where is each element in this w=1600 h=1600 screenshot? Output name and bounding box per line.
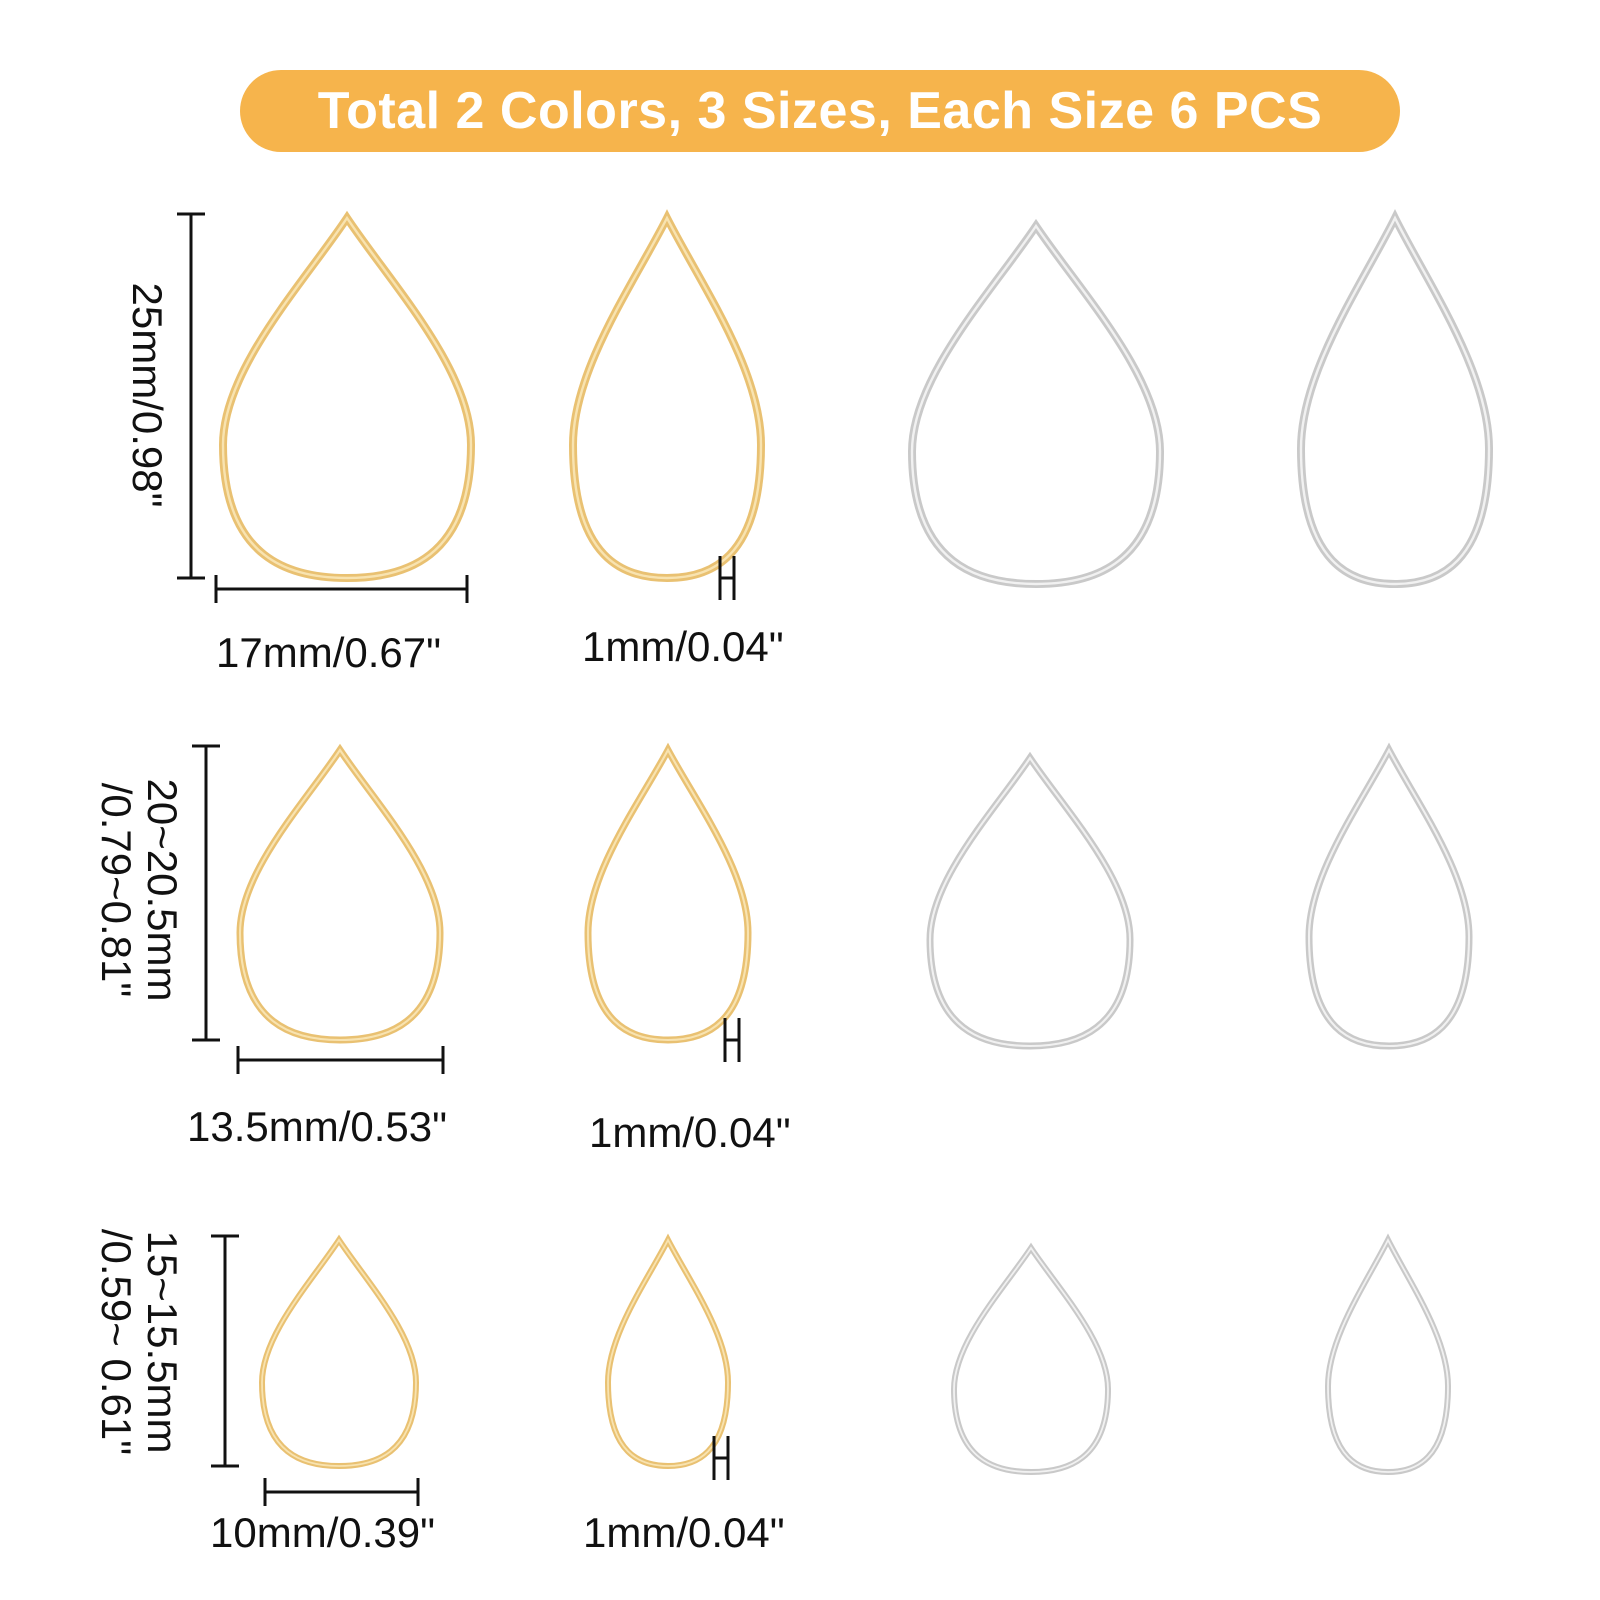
drop-large-gold-front <box>218 210 476 583</box>
height-label-large-text: 25mm/0.98" <box>124 282 171 508</box>
drop-medium-gold-angled <box>584 742 752 1044</box>
drop-large-gold-angled-ring <box>568 209 766 583</box>
drop-large-silver-angled <box>1296 209 1494 589</box>
drop-small-gold-front-highlight <box>261 1238 417 1467</box>
drop-large-silver-front-ring <box>907 218 1165 589</box>
thickness-label-large: 1mm/0.04" <box>582 623 784 670</box>
drop-small-gold-angled-highlight <box>607 1238 729 1467</box>
width-label-small: 10mm/0.39" <box>210 1509 436 1556</box>
drop-medium-gold-front <box>236 743 444 1044</box>
thickness-label-small: 1mm/0.04" <box>583 1509 785 1556</box>
height-label-small-line2: /0.59~ 0.61" <box>92 1228 140 1456</box>
drop-large-gold-angled <box>568 209 766 583</box>
drop-small-silver-angled-ring <box>1324 1233 1452 1476</box>
drop-small-silver-front-ring <box>950 1242 1112 1476</box>
drop-large-gold-angled-highlight <box>571 215 763 580</box>
banner: Total 2 Colors, 3 Sizes, Each Size 6 PCS <box>240 70 1400 152</box>
drop-small-gold-angled <box>604 1233 732 1470</box>
height-label-large: 25mm/0.98" <box>110 195 171 595</box>
drop-medium-gold-front-highlight <box>238 748 442 1042</box>
drop-small-silver-front-highlight <box>953 1246 1109 1473</box>
drop-small-silver-angled <box>1324 1233 1452 1476</box>
thickness-label-medium: 1mm/0.04" <box>589 1109 791 1156</box>
height-label-medium-line2: /0.79~0.81" <box>92 782 140 998</box>
drop-large-silver-front <box>907 218 1165 589</box>
drop-large-silver-front-highlight <box>910 223 1162 586</box>
drop-large-gold-front-ring <box>218 210 476 583</box>
height-label-small: 15~15.5mm /0.59~ 0.61" <box>85 1192 186 1492</box>
height-label-small-line1: 15~15.5mm <box>139 1230 186 1454</box>
drop-small-silver-front <box>950 1242 1112 1476</box>
drop-small-gold-angled-ring <box>604 1233 732 1470</box>
drop-large-silver-angled-ring <box>1296 209 1494 589</box>
drop-medium-silver-angled-ring <box>1305 742 1473 1050</box>
drop-small-gold-front-ring <box>258 1234 420 1470</box>
drop-small-silver-angled-highlight <box>1327 1237 1449 1473</box>
banner-text: Total 2 Colors, 3 Sizes, Each Size 6 PCS <box>317 82 1323 140</box>
drop-medium-silver-front <box>926 751 1134 1050</box>
height-label-medium-line1: 20~20.5mm <box>139 778 186 1002</box>
height-label-medium: 20~20.5mm /0.79~0.81" <box>85 740 186 1040</box>
drop-medium-silver-front-ring <box>926 751 1134 1050</box>
drop-medium-silver-front-highlight <box>928 756 1132 1048</box>
drop-large-gold-front-highlight <box>221 215 473 580</box>
drop-medium-gold-front-ring <box>236 743 444 1044</box>
drop-medium-gold-angled-highlight <box>586 747 750 1042</box>
width-label-medium: 13.5mm/0.53" <box>187 1103 448 1150</box>
drop-large-silver-angled-highlight <box>1299 215 1491 586</box>
drop-medium-gold-angled-ring <box>584 742 752 1044</box>
width-label-large: 17mm/0.67" <box>216 629 442 676</box>
drop-small-gold-front <box>258 1234 420 1470</box>
drop-medium-silver-angled <box>1305 742 1473 1050</box>
drop-medium-silver-angled-highlight <box>1307 747 1471 1048</box>
